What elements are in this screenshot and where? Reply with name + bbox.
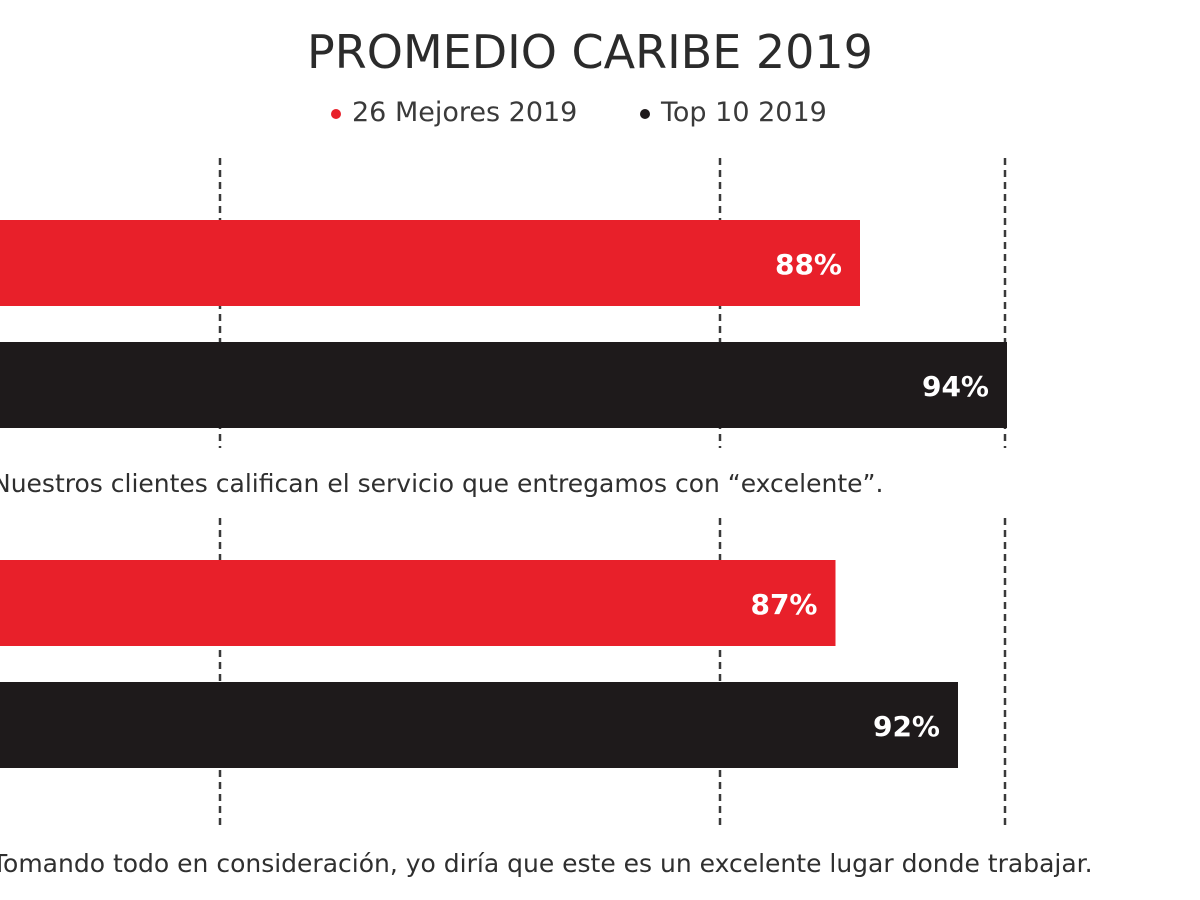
legend-label-26-mejores: 26 Mejores 2019 — [352, 97, 577, 128]
legend-marker-top-10 — [640, 109, 650, 119]
bar-value-label: 87% — [750, 588, 817, 621]
bar-value-label: 94% — [922, 370, 989, 403]
legend-marker-26-mejores — [331, 109, 341, 119]
bar-top-10 — [0, 682, 958, 768]
bar-top-10 — [0, 342, 1007, 428]
captions: Nuestros clientes califican el servicio … — [0, 469, 1093, 878]
bar-value-label: 92% — [873, 710, 940, 743]
group-caption: Tomando todo en consideración, yo diría … — [0, 849, 1093, 878]
legend-label-top-10: Top 10 2019 — [660, 97, 827, 128]
bar-26-mejores — [0, 220, 860, 306]
chart-title: PROMEDIO CARIBE 2019 — [307, 25, 873, 79]
bars: 88% 94% 87% 92% — [0, 220, 1007, 768]
legend: 26 Mejores 2019 Top 10 2019 — [331, 97, 827, 128]
bar-26-mejores — [0, 560, 836, 646]
bar-value-label: 88% — [775, 248, 842, 281]
group-caption: Nuestros clientes califican el servicio … — [0, 469, 883, 498]
